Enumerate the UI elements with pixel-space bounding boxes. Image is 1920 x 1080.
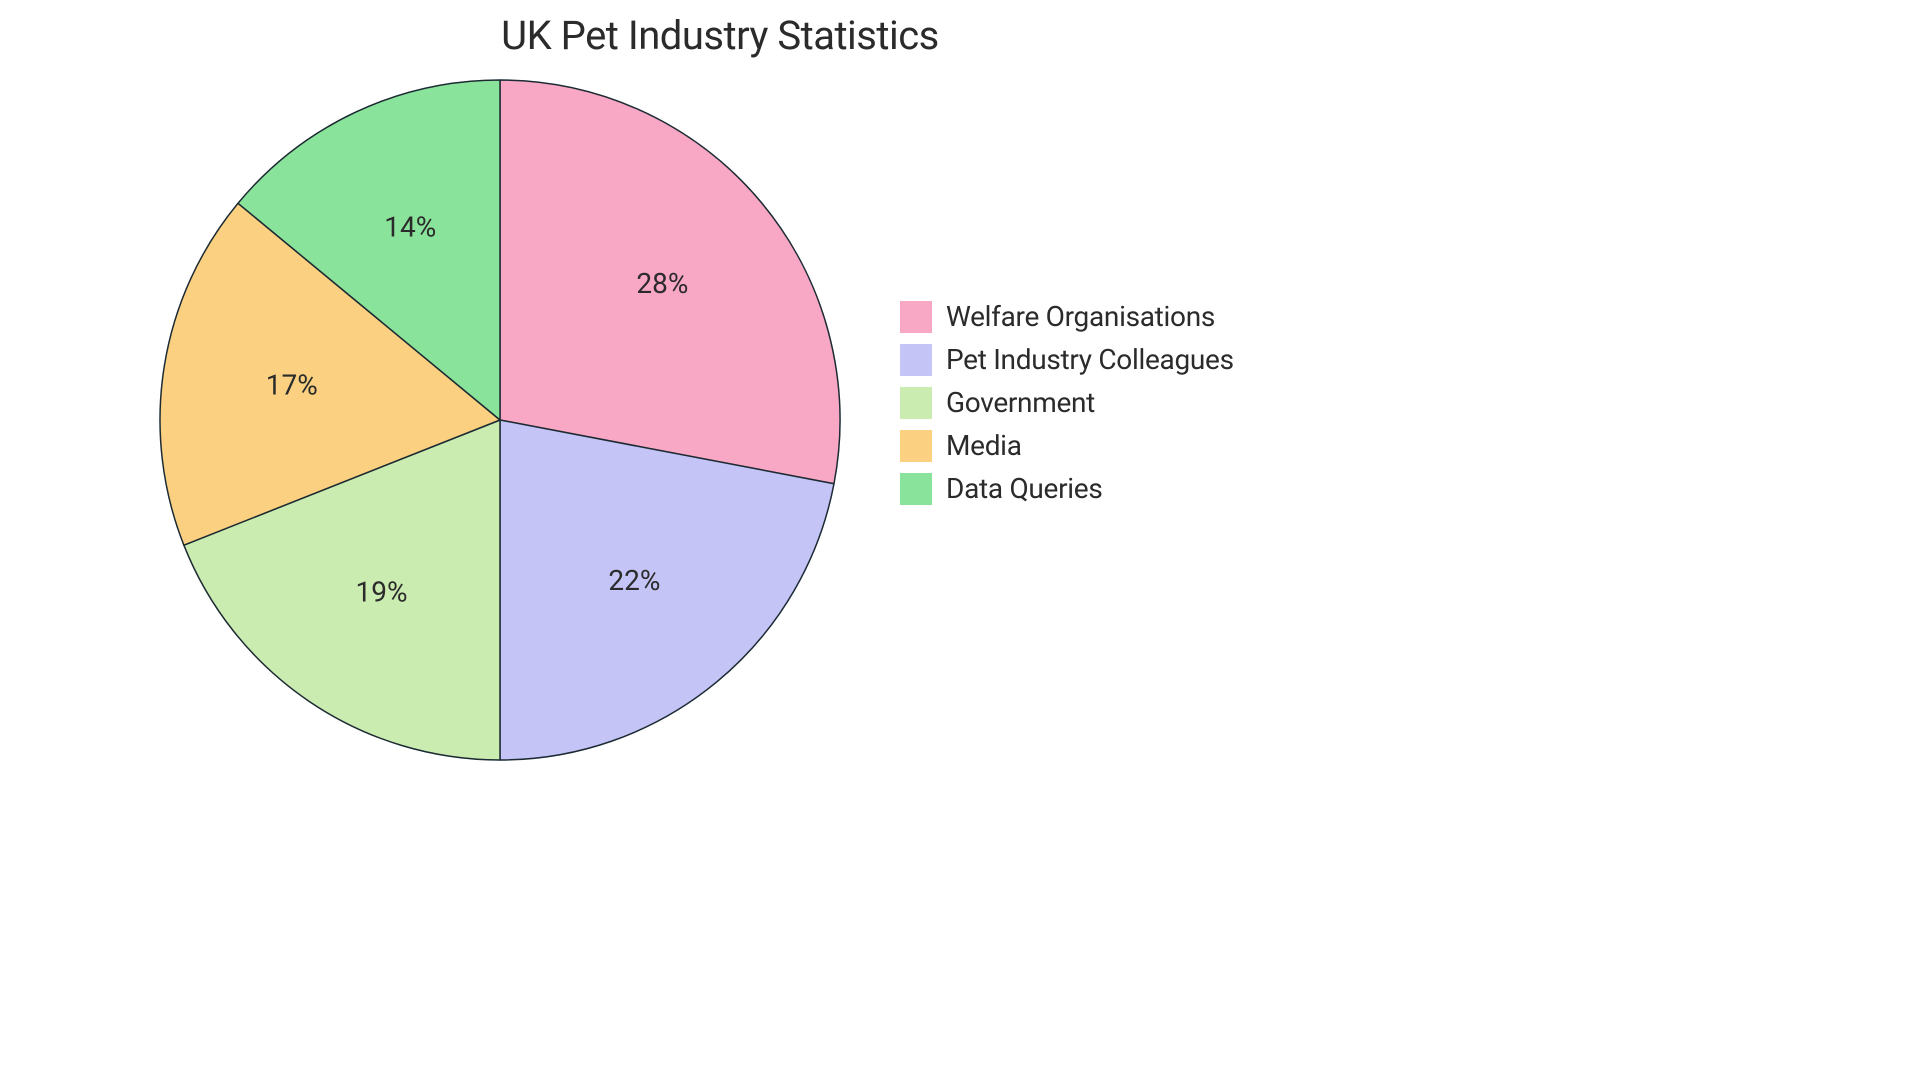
legend-swatch bbox=[900, 344, 932, 376]
chart-container: UK Pet Industry Statistics 28% 22% 19% 17% 1… bbox=[0, 0, 1440, 810]
chart-title: UK Pet Industry Statistics bbox=[0, 12, 1440, 59]
legend-swatch bbox=[900, 301, 932, 333]
legend-item: Media bbox=[900, 429, 1234, 462]
legend-label: Media bbox=[946, 429, 1022, 462]
legend-label: Welfare Organisations bbox=[946, 300, 1215, 333]
legend-item: Welfare Organisations bbox=[900, 300, 1234, 333]
slice-label: 22% bbox=[608, 564, 660, 597]
slice-label: 14% bbox=[384, 211, 436, 244]
legend-swatch bbox=[900, 473, 932, 505]
legend-swatch bbox=[900, 387, 932, 419]
pie-chart: 28% 22% 19% 17% 14% bbox=[150, 70, 850, 770]
legend-swatch bbox=[900, 430, 932, 462]
legend-label: Government bbox=[946, 386, 1095, 419]
slice-label: 28% bbox=[636, 267, 688, 300]
slice-label: 19% bbox=[356, 576, 408, 609]
legend-item: Data Queries bbox=[900, 472, 1234, 505]
legend-item: Pet Industry Colleagues bbox=[900, 343, 1234, 376]
legend-label: Pet Industry Colleagues bbox=[946, 343, 1234, 376]
legend-label: Data Queries bbox=[946, 472, 1102, 505]
slice-label: 17% bbox=[266, 368, 318, 401]
legend-item: Government bbox=[900, 386, 1234, 419]
legend: Welfare Organisations Pet Industry Collea… bbox=[900, 300, 1234, 505]
